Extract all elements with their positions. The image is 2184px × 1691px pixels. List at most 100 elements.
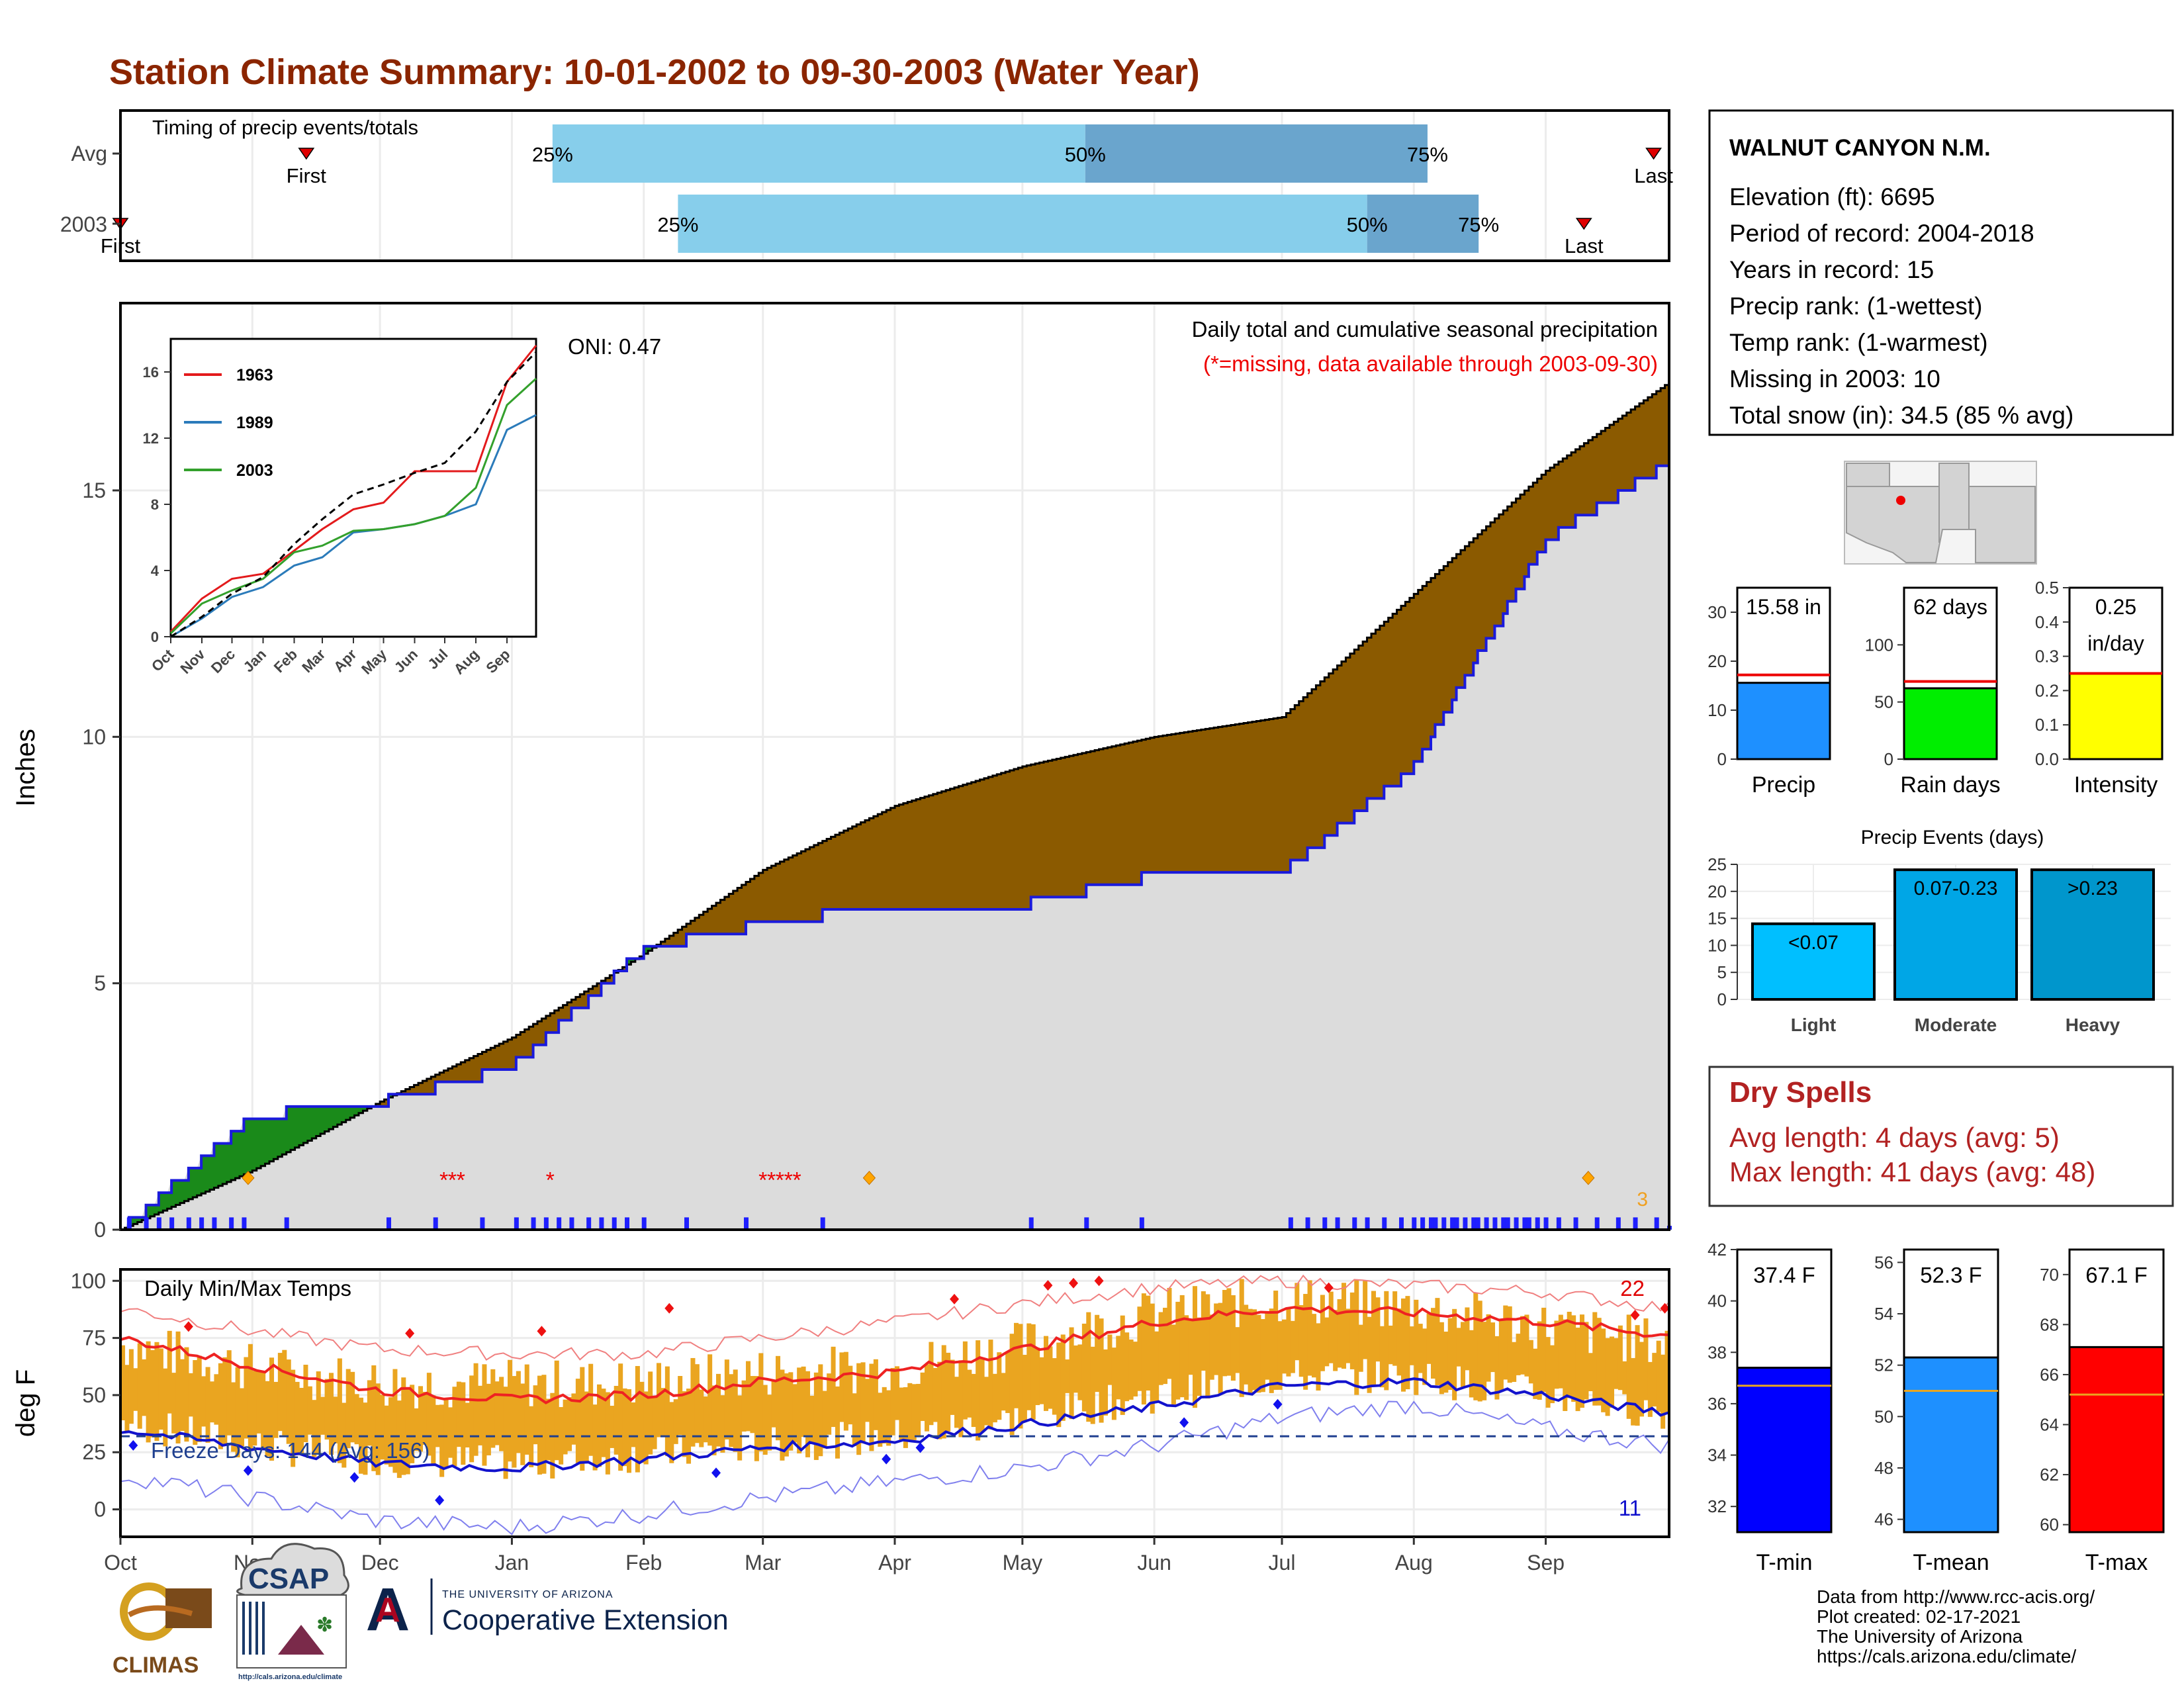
daily-precip-bar — [612, 1217, 617, 1230]
daily-temp-range-bar — [758, 1353, 764, 1451]
daily-temp-range-bar — [976, 1340, 981, 1441]
daily-temp-range-bar — [878, 1393, 883, 1447]
daily-temp-range-bar — [699, 1389, 704, 1447]
daily-temp-range-bar — [524, 1364, 529, 1455]
max-daily-marker — [242, 1171, 255, 1185]
last-event-marker — [1645, 148, 1662, 160]
daily-temp-range-bar — [911, 1384, 917, 1440]
daily-temp-range-bar — [635, 1365, 640, 1473]
tmean-value-label: 52.3 F — [1920, 1263, 1982, 1287]
daily-temp-range-bar — [541, 1375, 547, 1474]
daily-temp-range-bar — [392, 1369, 398, 1473]
csap-logo: CSAP ✽ http://cals.arizona.edu/climate — [236, 1543, 349, 1681]
daily-temp-range-bar — [1443, 1331, 1449, 1393]
daily-temp-range-bar — [350, 1371, 355, 1443]
daily-temp-range-bar — [431, 1395, 436, 1467]
daily-temp-range-bar — [1554, 1320, 1559, 1389]
tmean-ytick-label: 56 — [1874, 1252, 1893, 1272]
tmean-ytick-label: 48 — [1874, 1458, 1893, 1478]
daily-precip-bar — [156, 1217, 161, 1230]
daily-temp-range-bar — [1541, 1307, 1547, 1393]
daily-temp-range-bar — [1235, 1327, 1240, 1373]
daily-temp-range-bar — [133, 1368, 138, 1411]
daily-precip-bar — [744, 1217, 749, 1230]
rain_days-value-label: 62 days — [1913, 595, 1987, 619]
daily-temp-range-bar — [737, 1395, 743, 1461]
daily-temp-range-bar — [678, 1376, 683, 1436]
daily-temp-range-bar — [1328, 1291, 1334, 1363]
daily-precip-bar — [433, 1217, 438, 1230]
daily-temp-range-bar — [1354, 1280, 1359, 1395]
daily-temp-range-bar — [1065, 1359, 1070, 1393]
daily-precip-bar — [599, 1217, 604, 1230]
daily-temp-range-bar — [482, 1364, 487, 1466]
daily-precip-bar — [1412, 1217, 1417, 1230]
daily-temp-range-bar — [516, 1371, 521, 1453]
daily-temp-range-bar — [1030, 1324, 1036, 1420]
daily-temp-range-bar — [1452, 1308, 1457, 1400]
inset-ytick-label: 4 — [151, 563, 159, 579]
observed-cumulative-fill — [120, 461, 1669, 1230]
daily-temp-range-bar — [916, 1383, 921, 1437]
daily-temp-range-bar — [210, 1381, 215, 1423]
daily-temp-range-bar — [1039, 1357, 1044, 1404]
daily-temp-range-bar — [226, 1350, 232, 1436]
daily-temp-range-bar — [324, 1379, 330, 1440]
dry-spells-avg: Avg length: 4 days (avg: 5) — [1729, 1122, 2060, 1153]
daily-temp-range-bar — [941, 1345, 946, 1439]
daily-temp-range-bar — [1052, 1358, 1057, 1415]
daily-temp-range-bar — [188, 1373, 193, 1417]
precip-ytick-label: 10 — [82, 725, 106, 749]
daily-precip-bar — [1594, 1217, 1600, 1230]
timing-row-label-avg: Avg — [71, 142, 107, 165]
daily-temp-range-bar — [163, 1368, 168, 1447]
daily-precip-bar — [586, 1217, 592, 1230]
events-range-label: >0.23 — [2068, 878, 2118, 899]
daily-temp-range-bar — [788, 1372, 794, 1451]
station-location-marker — [1896, 496, 1905, 505]
daily-temp-range-bar — [1371, 1291, 1377, 1385]
daily-temp-range-bar — [1248, 1308, 1253, 1395]
events-ytick-label: 25 — [1707, 854, 1727, 874]
precip-events-chart: Precip Events (days) <0.07 Light 0.07-0.23… — [1707, 827, 2173, 1047]
daily-temp-range-bar — [724, 1359, 729, 1440]
daily-temp-range-bar — [643, 1391, 649, 1465]
daily-temp-range-bar — [954, 1377, 960, 1428]
inset-legend-label: 2003 — [236, 461, 273, 480]
record-low-marker — [128, 1440, 138, 1451]
daily-temp-range-bar — [426, 1373, 432, 1456]
daily-temp-range-bar — [1533, 1348, 1538, 1399]
daily-temp-range-bar — [277, 1353, 283, 1432]
max-daily-marker — [1582, 1171, 1595, 1185]
record-high-marker — [1630, 1310, 1640, 1321]
daily-temp-range-bar — [1014, 1322, 1019, 1408]
daily-precip-bar — [820, 1217, 825, 1230]
inset-xtick-label: Oct — [148, 645, 177, 674]
tmin-ytick-label: 38 — [1707, 1342, 1727, 1362]
tmean-ytick-label: 54 — [1874, 1304, 1893, 1324]
daily-temp-range-bar — [597, 1384, 602, 1467]
daily-precip-bar — [387, 1217, 391, 1230]
daily-temp-range-bar — [776, 1355, 781, 1441]
inset-xtick-label: Mar — [298, 646, 329, 676]
temp-xtick-label: Jul — [1269, 1551, 1296, 1575]
rain_days-ytick-label: 50 — [1874, 692, 1893, 712]
daily-temp-range-bar — [729, 1374, 734, 1447]
above-average-surplus-area — [128, 946, 657, 1226]
daily-temp-range-bar — [843, 1351, 848, 1431]
station-missing: Missing in 2003: 10 — [1729, 365, 1940, 392]
daily-temp-range-bar — [486, 1383, 491, 1455]
daily-precip-bar — [1475, 1217, 1480, 1230]
daily-temp-range-bar — [873, 1359, 878, 1430]
daily-temp-range-bar — [231, 1382, 236, 1452]
daily-temp-range-bar — [771, 1379, 776, 1428]
events-title: Precip Events (days) — [1861, 827, 2044, 848]
tmin-bar — [1736, 1367, 1833, 1533]
record-high-marker — [405, 1328, 415, 1339]
daily-temp-range-bar — [1244, 1304, 1249, 1385]
daily-precip-bar — [1322, 1217, 1328, 1230]
record-high-marker — [664, 1303, 674, 1314]
daily-temp-range-bar — [1128, 1339, 1134, 1400]
daily-temp-range-bar — [682, 1391, 687, 1457]
